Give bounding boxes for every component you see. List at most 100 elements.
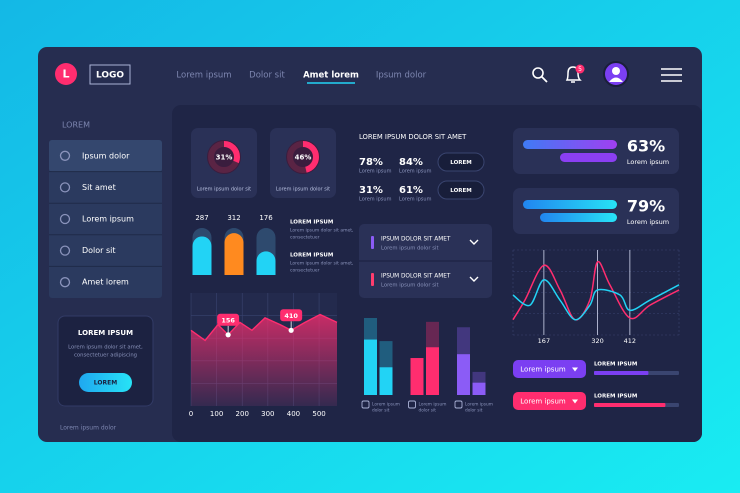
callout-box — [217, 313, 240, 326]
deco-bar — [523, 200, 617, 209]
x-tick-label: 0 — [189, 410, 193, 418]
bar-filled — [472, 382, 486, 395]
dropdown-label: Lorem ipsum — [520, 366, 566, 374]
deco-bar — [523, 140, 617, 149]
bar-caption: dolor sit — [372, 408, 390, 414]
dropdown-label: Lorem ipsum — [520, 398, 566, 406]
sidebar-footer: Lorem ipsum dolor — [60, 425, 117, 432]
bar-icon — [361, 400, 370, 409]
stat-caption: Lorem ipsum — [399, 169, 432, 175]
menu-item[interactable]: Amet lorem — [82, 278, 129, 287]
avatar-head — [612, 67, 620, 75]
promo-text: Lorem ipsum dolor sit amet, — [68, 345, 143, 351]
note-title: LOREM IPSUM — [290, 253, 333, 259]
bar-caption: Lorem ipsum — [419, 402, 447, 408]
stat-value: 31% — [359, 185, 383, 196]
stat-button[interactable] — [437, 152, 485, 172]
logo-box — [89, 64, 131, 85]
deco-bar — [540, 213, 617, 222]
stat-caption: Lorem ipsum — [359, 169, 392, 175]
progress-value: 63% — [627, 137, 665, 156]
note-text: consectetuer — [290, 268, 320, 274]
bell-icon[interactable] — [565, 66, 582, 83]
area-fill — [191, 314, 337, 406]
dropdown-caret — [572, 399, 578, 404]
deco-bar — [560, 153, 617, 162]
note-text: Lorem ipsum dolor sit amet, — [290, 261, 353, 267]
nav-link[interactable]: Lorem ipsum — [176, 71, 231, 81]
dropdown-button[interactable] — [513, 360, 586, 378]
callout-box — [280, 309, 303, 322]
menu-item[interactable]: Dolor sit — [82, 246, 116, 255]
nav-link[interactable]: Dolor sit — [249, 71, 285, 81]
menu-icon — [59, 245, 71, 256]
content: L LOGO Lorem ipsum Dolor sit Amet lorem Ipsum… — [49, 61, 682, 432]
nav-link[interactable]: Ipsum dolor — [376, 71, 427, 81]
bar-filled — [410, 358, 424, 395]
x-tick-label: 400 — [287, 410, 300, 418]
donut-label: 31% — [216, 154, 233, 162]
promo-title: LOREM IPSUM — [78, 329, 133, 337]
promo-text: consectetuer adipiscing — [74, 353, 137, 359]
capsule-value: 312 — [227, 214, 240, 222]
accordion-title[interactable]: IPSUM DOLOR SIT AMET — [381, 237, 451, 243]
accordion-chevron[interactable] — [469, 239, 479, 245]
capsule-fill — [224, 233, 244, 275]
accordion-title[interactable]: IPSUM DOLOR SIT AMET — [381, 274, 451, 280]
nav-link[interactable]: Amet lorem — [303, 71, 359, 81]
avatar-body — [609, 77, 623, 82]
menu-icon — [59, 150, 71, 161]
progress-fill — [594, 403, 666, 407]
capsule-fill — [256, 251, 276, 275]
callout-point — [288, 327, 294, 333]
bar-caption: dolor sit — [465, 408, 483, 414]
donut-label: 46% — [295, 154, 312, 162]
stat-value: 84% — [399, 157, 423, 168]
x-tick-label: 500 — [312, 410, 325, 418]
bar-caption: Lorem ipsum — [465, 402, 493, 408]
dropdown-button[interactable] — [513, 392, 586, 410]
menu-item[interactable]: Sit amet — [82, 183, 116, 192]
accordion-marker — [371, 236, 374, 249]
stat-button-label: LOREM — [450, 188, 471, 194]
stat-caption: Lorem ipsum — [359, 197, 392, 203]
donut-caption: Lorem ipsum dolor sit — [276, 187, 330, 193]
capsule-fill — [192, 236, 212, 275]
menu-item[interactable]: Ipsum dolor — [82, 151, 130, 160]
x-tick-label: 320 — [591, 337, 603, 345]
notification-badge — [575, 64, 585, 74]
stat-value: 61% — [399, 185, 423, 196]
progress-value: 79% — [627, 197, 665, 216]
callout-point — [225, 332, 231, 338]
progress-caption: Lorem ipsum — [627, 158, 669, 166]
note-text: consectetuer — [290, 235, 320, 241]
accordion-text: Lorem ipsum dolor sit — [381, 283, 439, 289]
stat-value: 78% — [359, 157, 383, 168]
bar-filled — [457, 354, 470, 395]
search-icon[interactable] — [532, 67, 544, 79]
callout-label: 156 — [221, 316, 235, 324]
logo-mark — [55, 63, 77, 85]
promo-button[interactable] — [79, 373, 132, 392]
accordion-text: Lorem ipsum dolor sit — [381, 246, 439, 252]
progress-card — [513, 128, 679, 174]
stat-button-label: LOREM — [450, 160, 471, 166]
line-series — [512, 279, 680, 321]
search-handle — [541, 76, 548, 83]
x-tick-label: 100 — [210, 410, 223, 418]
logo-letter: L — [62, 68, 69, 81]
bar-filled — [379, 367, 393, 395]
callout-label: 410 — [284, 312, 298, 320]
bar-filled — [364, 339, 377, 395]
menu-item[interactable]: Lorem ipsum — [82, 215, 134, 224]
donut-arc — [287, 141, 319, 173]
bar-caption: dolor sit — [419, 408, 437, 414]
progress-caption: Lorem ipsum — [627, 218, 669, 226]
x-tick-label: 300 — [261, 410, 274, 418]
menu-icon — [59, 213, 71, 225]
stat-button[interactable] — [437, 180, 485, 200]
accordion-chevron[interactable] — [469, 276, 479, 282]
action-title: LOREM IPSUM — [594, 394, 637, 400]
